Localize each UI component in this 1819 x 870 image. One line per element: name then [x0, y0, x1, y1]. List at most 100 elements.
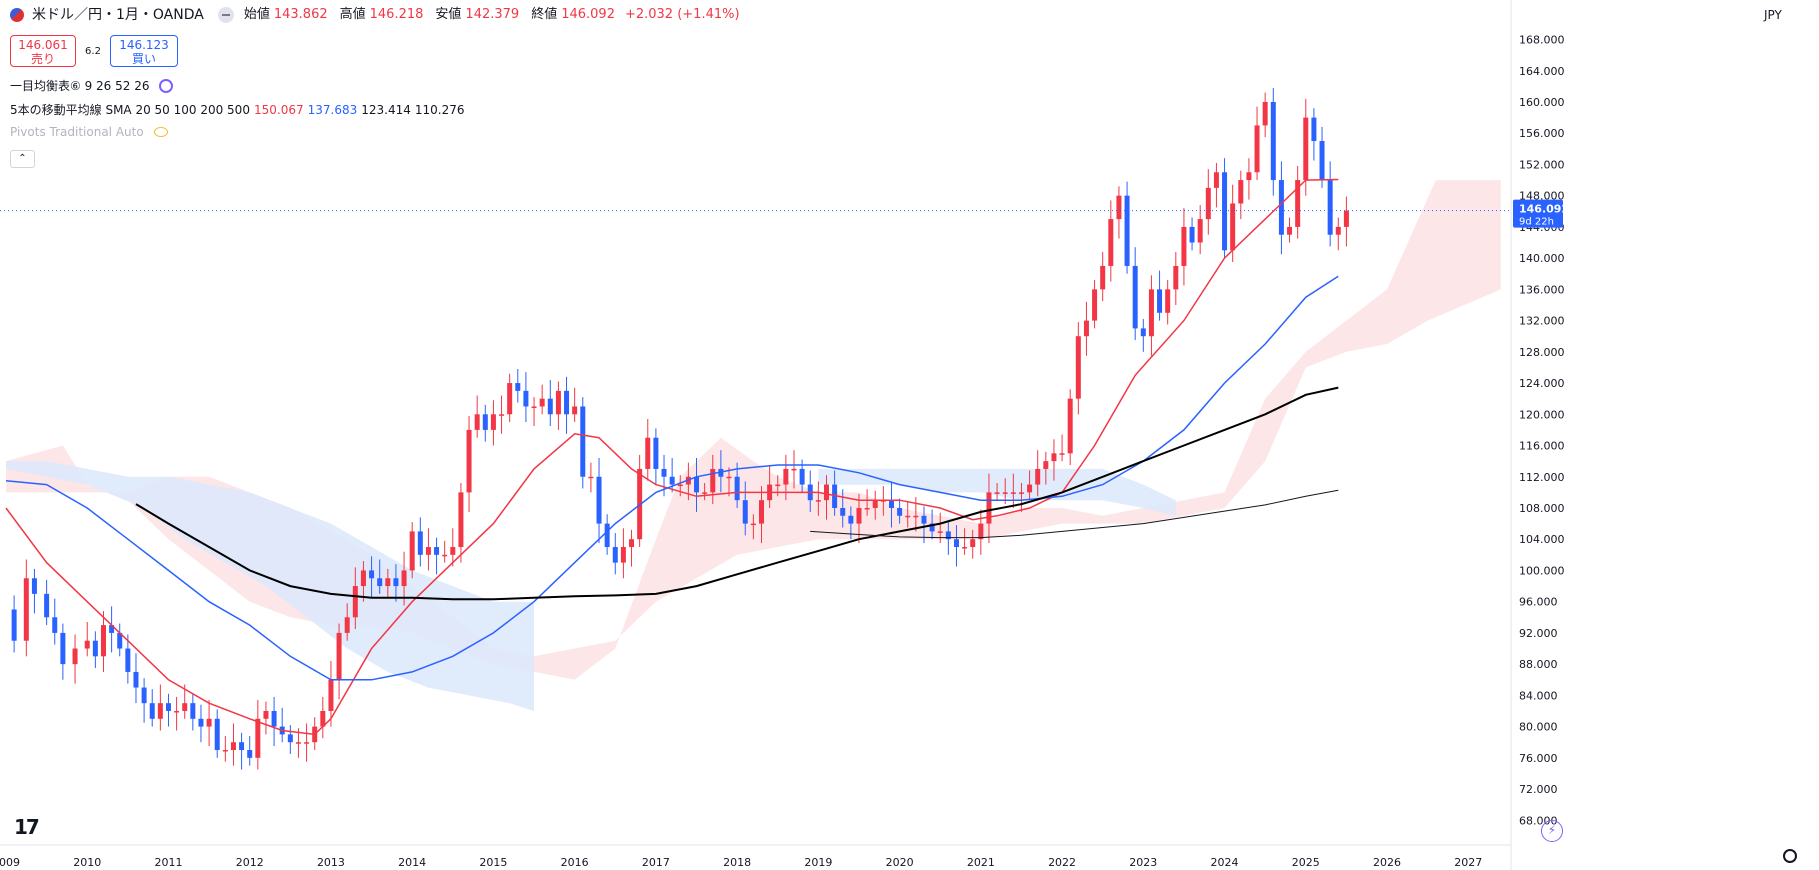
y-tick-label: 116.000	[1519, 440, 1565, 453]
candle-body	[929, 523, 935, 532]
open-label: 始値	[243, 7, 270, 22]
trade-buttons: 146.061 売り 6.2 146.123 買い	[10, 35, 178, 67]
candle-body	[393, 578, 399, 587]
candle-body	[507, 383, 513, 415]
y-tick-label: 164.000	[1519, 65, 1565, 78]
candle-body	[304, 742, 310, 744]
candle-body	[718, 468, 724, 477]
candle-body	[1343, 210, 1349, 227]
candle-body	[596, 476, 602, 524]
sma50-line	[5, 275, 1339, 681]
high-value: 146.218	[369, 7, 424, 22]
candle-body	[515, 383, 521, 391]
candle-body	[295, 742, 301, 744]
candle-body	[100, 625, 106, 657]
sma200-value: 110.276	[414, 102, 465, 117]
candle-body	[872, 500, 878, 508]
candle-body	[564, 390, 570, 415]
candle-body	[856, 507, 862, 524]
y-tick-label: 152.000	[1519, 158, 1565, 171]
candle-body	[953, 539, 959, 548]
candle-body	[1287, 226, 1293, 235]
more-options-icon[interactable]	[217, 7, 234, 23]
candle-body	[1027, 484, 1033, 493]
ichimoku-cloud-bullish	[6, 180, 1501, 680]
candle-body	[555, 390, 561, 415]
sma200-line	[810, 489, 1339, 539]
candle-body	[214, 718, 220, 751]
candle-body	[328, 679, 334, 711]
candle-body	[352, 586, 358, 618]
x-tick-label: 2017	[642, 856, 670, 869]
candle-body	[702, 492, 708, 494]
y-tick-label: 148.000	[1519, 190, 1565, 203]
indicator-pivots[interactable]: Pivots Traditional Auto	[10, 125, 168, 139]
candle-body	[385, 578, 391, 587]
candle-body	[1092, 289, 1098, 321]
candle-body	[580, 406, 586, 477]
candle-body	[1140, 328, 1146, 337]
candle-body	[450, 547, 456, 555]
candle-body	[44, 593, 50, 618]
y-tick-label: 88.000	[1519, 658, 1558, 671]
sell-button[interactable]: 146.061 売り	[10, 35, 76, 67]
y-tick-label: 100.000	[1519, 564, 1565, 577]
x-tick-label: 2010	[73, 856, 101, 869]
candle-body	[1327, 180, 1333, 235]
lightning-icon[interactable]: ⚡	[1541, 820, 1563, 842]
hidden-eye-icon[interactable]	[153, 127, 168, 137]
refresh-icon[interactable]	[159, 78, 174, 93]
candle-body	[653, 437, 659, 469]
candle-body	[425, 547, 431, 555]
candle-body	[726, 476, 732, 479]
candle-body	[1222, 172, 1228, 251]
tradingview-logo-icon[interactable]: 17	[14, 815, 40, 839]
x-tick-label: 2024	[1211, 856, 1239, 869]
candle-body	[1295, 180, 1301, 227]
candle-body	[109, 625, 115, 633]
sma20-line	[5, 178, 1339, 736]
candle-body	[1132, 265, 1138, 329]
collapse-legend-button[interactable]: ⌃	[10, 150, 35, 168]
candle-body	[1083, 320, 1089, 337]
candle-body	[287, 734, 293, 743]
candle-body	[677, 484, 683, 487]
candle-body	[401, 570, 407, 587]
x-tick-label: 2009	[0, 856, 20, 869]
candle-body	[905, 515, 911, 518]
candle-body	[531, 406, 537, 408]
currency-selector[interactable]: JPY	[1764, 8, 1782, 22]
x-tick-label: 2015	[479, 856, 507, 869]
candle-body	[1230, 203, 1236, 251]
candle-body	[759, 500, 764, 524]
indicator-sma[interactable]: 5本の移動平均線 SMA 20 50 100 200 500 150.067 1…	[10, 101, 464, 118]
candle-body	[1075, 336, 1081, 399]
sma100-line	[135, 386, 1339, 601]
candle-body	[1205, 187, 1211, 220]
candle-body	[864, 507, 870, 510]
candle-body	[133, 671, 139, 688]
sma20-value: 150.067	[253, 102, 304, 117]
symbol-title[interactable]: 米ドル／円・1月・OANDA	[32, 7, 204, 23]
x-tick-label: 2023	[1129, 856, 1157, 869]
candle-body	[1189, 226, 1195, 243]
candle-body	[198, 718, 204, 727]
candle-body	[417, 531, 423, 555]
candle-body	[775, 484, 781, 487]
spread-value: 6.2	[85, 45, 101, 57]
x-tick-label: 2027	[1454, 856, 1482, 869]
last-price-countdown: 9d 22h	[1519, 217, 1554, 228]
indicator-ichimoku[interactable]: 一目均衡表⑥ 9 26 52 26	[10, 77, 174, 94]
candle-body	[791, 468, 797, 471]
x-tick-label: 2016	[561, 856, 589, 869]
candle-body	[1124, 195, 1130, 266]
candle-body	[897, 507, 903, 516]
candle-body	[474, 414, 480, 430]
candle-body	[588, 476, 594, 479]
candle-body	[1010, 492, 1016, 494]
gear-icon[interactable]	[1783, 849, 1797, 863]
candle-body	[1213, 172, 1219, 188]
candle-body	[499, 414, 505, 416]
buy-button[interactable]: 146.123 買い	[110, 35, 178, 67]
